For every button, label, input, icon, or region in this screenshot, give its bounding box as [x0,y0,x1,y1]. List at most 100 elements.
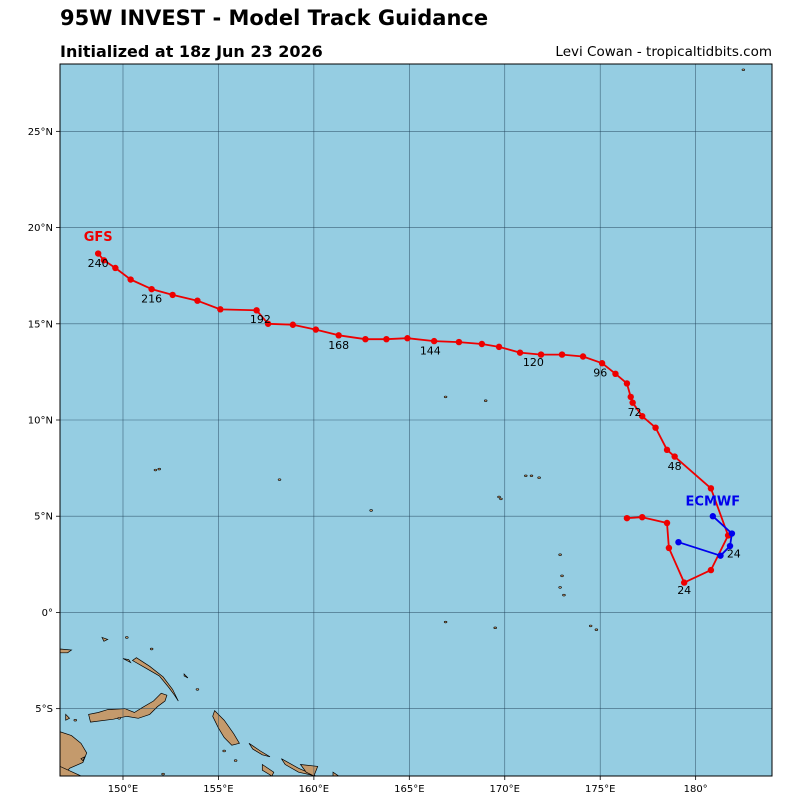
islet [157,467,161,471]
ecmwf-track-point [709,513,717,520]
gfs-track-point [663,519,671,527]
page-subtitle: Initialized at 18z Jun 23 2026 [60,42,323,61]
y-tick-label: 5°S [35,704,53,715]
gfs-track-point [629,399,636,406]
islet [537,476,541,479]
islet [558,553,562,556]
gfs-track-point [707,485,715,492]
island [60,648,73,654]
islet [562,593,566,597]
gfs-track-point [579,353,587,360]
islet [161,772,165,776]
gfs-forecast-hour-label: 168 [328,339,349,352]
gfs-forecast-hour-label: 48 [668,460,682,473]
ecmwf-track-point [675,538,682,546]
page-title: 95W INVEST - Model Track Guidance [60,6,489,30]
gfs-forecast-hour-label: 72 [628,406,642,419]
gfs-track-point [362,335,369,343]
gfs-track-point [671,453,678,460]
gfs-track-point [663,446,671,454]
gfs-track-point [623,514,631,522]
islet [125,636,129,639]
gfs-forecast-hour-label: 240 [88,257,109,270]
islet [443,395,448,399]
islet [588,624,593,628]
y-tick-label: 10°N [28,416,53,427]
gfs-track-point [495,343,503,351]
island [299,764,319,776]
gfs-track-point [217,306,224,313]
gfs-track-point [558,351,566,358]
land-layer [60,68,746,776]
gfs-track-point [94,250,102,257]
x-tick-label: 160°E [299,784,329,795]
islet [277,478,282,481]
ecmwf-track-point [728,530,736,537]
axis-ticks: 150°E 155°E 160°E 165°E 170°E 175°E 180° 5°S 0° 5… [28,127,708,795]
islet [73,718,77,722]
gfs-track-point [516,349,524,356]
gfs-track-point [404,335,411,342]
credit-text: Levi Cowan - tropicaltidbits.com [555,44,772,60]
island [281,758,316,776]
x-tick-label: 180° [684,784,708,795]
gfs-forecast-hour-label: 96 [593,367,607,380]
island [88,692,168,723]
gfs-track-point [455,338,463,346]
model-tracks: 24 48 72 96 120 144 168 192 216 240 GFS 24 ECMWF [84,230,741,597]
ecmwf-track-point [726,542,734,550]
gfs-track-point [169,291,176,299]
gfs-track-point [478,340,486,348]
gfs-track-point [638,412,646,420]
gfs-track-point [112,264,119,272]
gfs-track-point [312,326,319,333]
island [60,766,82,776]
gfs-forecast-hour-label: 120 [523,356,544,369]
gfs-track-point [264,320,272,327]
gfs-track-point [253,307,260,314]
gfs-track-point [289,321,297,328]
gfs-track-point [148,285,155,293]
gfs-track-point [598,360,606,367]
x-tick-label: 170°E [490,784,520,795]
islet [558,586,562,589]
ecmwf-track-point [717,552,724,559]
island [131,657,179,702]
gfs-track-point [665,544,673,552]
gfs-track: 24 48 72 96 120 144 168 192 216 240 GFS [84,230,732,597]
islet [594,628,599,631]
islet [741,68,746,71]
y-tick-label: 15°N [28,319,53,330]
y-tick-label: 5°N [34,512,53,523]
gfs-track-point [627,393,634,401]
islet [369,509,373,512]
island [212,709,240,746]
y-tick-label: 25°N [28,127,53,138]
islet [483,399,488,402]
x-tick-label: 155°E [203,784,233,795]
island [101,636,109,642]
islet [153,468,158,472]
gfs-track-point [623,380,631,387]
x-tick-label: 165°E [394,784,424,795]
islet [560,574,564,578]
islet [493,626,497,630]
island [248,743,271,758]
islet [195,688,200,691]
island [80,756,86,762]
islet [529,474,534,478]
x-tick-label: 175°E [585,784,615,795]
gfs-forecast-hour-label: 144 [420,345,441,358]
islet [117,717,121,720]
islet [222,749,226,753]
island [332,771,340,776]
islet [499,497,503,501]
graticule [60,64,772,776]
islet [497,495,501,499]
gfs-track-point [652,424,659,431]
y-tick-label: 0° [42,608,53,619]
gfs-track-point [612,370,619,378]
islet [233,759,238,762]
islet [524,474,528,478]
